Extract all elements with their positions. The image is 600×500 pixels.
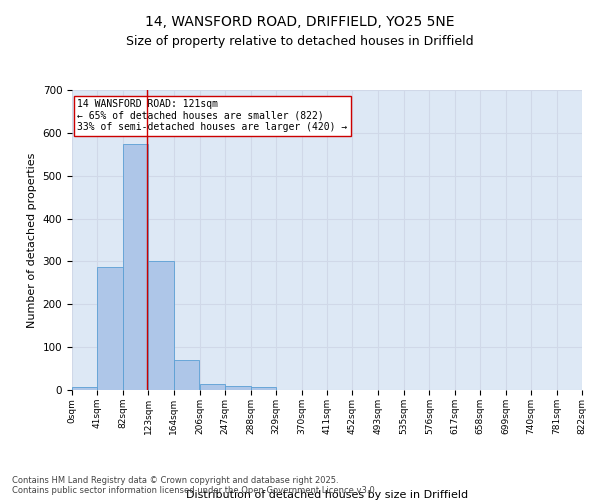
Bar <box>123 144 148 390</box>
Bar <box>225 386 251 390</box>
X-axis label: Distribution of detached houses by size in Driffield: Distribution of detached houses by size … <box>186 490 468 500</box>
Text: Contains HM Land Registry data © Crown copyright and database right 2025.
Contai: Contains HM Land Registry data © Crown c… <box>12 476 377 495</box>
Bar <box>174 360 199 390</box>
Text: 14 WANSFORD ROAD: 121sqm
← 65% of detached houses are smaller (822)
33% of semi-: 14 WANSFORD ROAD: 121sqm ← 65% of detach… <box>77 99 347 132</box>
Bar <box>251 386 276 390</box>
Bar <box>200 384 225 390</box>
Bar <box>72 386 97 390</box>
Bar <box>148 260 174 390</box>
Y-axis label: Number of detached properties: Number of detached properties <box>27 152 37 328</box>
Bar <box>97 266 123 390</box>
Text: Size of property relative to detached houses in Driffield: Size of property relative to detached ho… <box>126 35 474 48</box>
Text: 14, WANSFORD ROAD, DRIFFIELD, YO25 5NE: 14, WANSFORD ROAD, DRIFFIELD, YO25 5NE <box>145 15 455 29</box>
